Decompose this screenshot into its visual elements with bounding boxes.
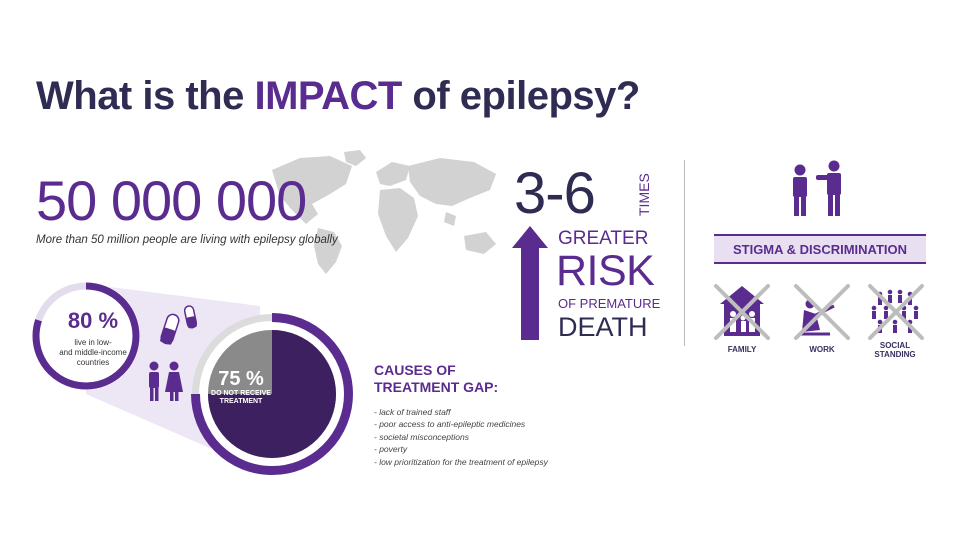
- title-suffix: of epilepsy?: [401, 74, 640, 118]
- global-number: 50 000 000: [36, 169, 307, 232]
- house-family-icon: [714, 284, 770, 340]
- eighty-percent-arc: [32, 282, 140, 390]
- stigma-heading: STIGMA & DISCRIMINATION: [714, 234, 926, 264]
- risk-multiplier: 3-6: [514, 161, 596, 226]
- risk-greater-label: GREATER: [558, 228, 649, 249]
- low-income-percent: 80 %: [67, 308, 119, 333]
- section-divider: [684, 160, 685, 346]
- list-item: - low prioritization for the treatment o…: [374, 456, 548, 467]
- causes-list: - lack of trained staff - poor access to…: [374, 406, 548, 468]
- pill-icon: [160, 305, 198, 345]
- risk-premature-label: OF PREMATURE: [558, 296, 661, 311]
- title-highlight: IMPACT: [254, 74, 402, 118]
- causes-heading: CAUSES OF TREATMENT GAP:: [374, 362, 498, 396]
- global-caption: More than 50 million people are living w…: [36, 234, 338, 246]
- page-title: What is the IMPACT of epilepsy?: [36, 74, 640, 119]
- worker-icon: [794, 284, 850, 340]
- list-item: - poverty: [374, 444, 408, 455]
- risk-times-label: TIMES: [636, 173, 652, 216]
- list-item: - lack of trained staff: [374, 407, 451, 417]
- seventy-five-percent-slice: [208, 330, 336, 458]
- causes-heading-line1: CAUSES OF: [374, 362, 456, 378]
- stigma-work-label: WORK: [809, 345, 835, 354]
- list-item: - societal misconceptions: [374, 431, 469, 442]
- risk-label: RISK: [556, 247, 655, 295]
- list-item: - poor access to anti-epileptic medicine…: [374, 419, 526, 430]
- title-prefix: What is the: [36, 74, 255, 118]
- stigma-family-label: FAMILY: [727, 345, 757, 354]
- crowd-icon: [868, 284, 924, 340]
- risk-death-label: DEATH: [558, 312, 648, 342]
- couple-icon: [149, 361, 183, 401]
- stigma-social-label: SOCIAL STANDING: [874, 341, 916, 359]
- treatment-percent: 75 %: [218, 368, 264, 390]
- seventy-five-percent-arc: [191, 313, 353, 475]
- eighty-percent-chart: [32, 282, 140, 390]
- world-map-icon: [272, 150, 496, 274]
- low-income-text: live in low- and middle-income countries: [59, 338, 127, 367]
- people-icon: [793, 160, 841, 216]
- up-arrow-icon: [512, 226, 548, 340]
- causes-heading-line2: TREATMENT GAP:: [374, 379, 499, 395]
- treatment-text: DO NOT RECEIVE TREATMENT: [211, 390, 271, 405]
- seventy-five-percent-chart: [191, 313, 353, 475]
